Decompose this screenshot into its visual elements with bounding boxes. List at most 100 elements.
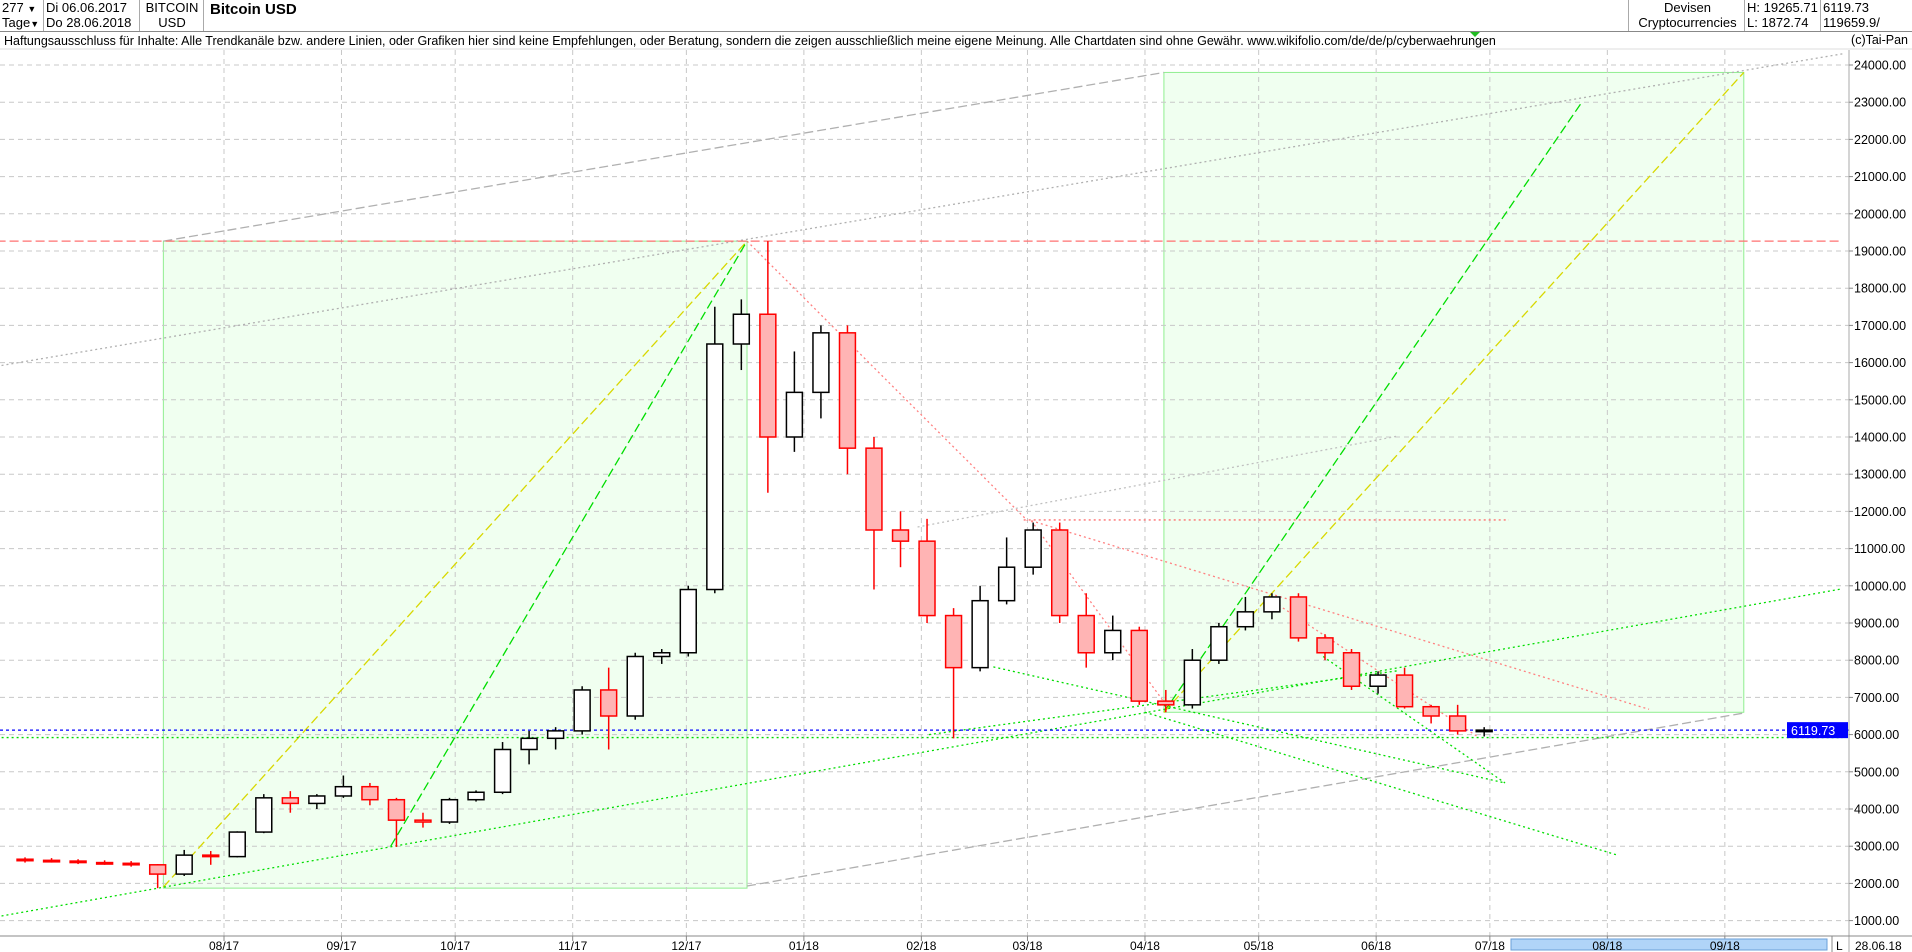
candle[interactable] <box>732 299 751 371</box>
candle[interactable] <box>944 608 963 739</box>
candle[interactable] <box>971 585 989 672</box>
candle[interactable] <box>95 860 114 865</box>
date-range[interactable]: Di 06.06.2017 Do 28.06.2018 <box>44 0 140 31</box>
candle[interactable] <box>706 306 724 594</box>
candle[interactable] <box>1395 667 1414 709</box>
candle-body <box>1475 729 1493 733</box>
candle[interactable] <box>467 790 485 802</box>
candle[interactable] <box>361 782 379 806</box>
candle[interactable] <box>1448 704 1467 735</box>
count-value: 277 <box>2 0 24 15</box>
candle[interactable] <box>69 859 87 865</box>
candle-body <box>653 652 671 658</box>
candle-body <box>1342 652 1361 687</box>
x-tick-label: 09/18 <box>1710 939 1740 952</box>
trend-line[interactable] <box>0 53 1843 367</box>
candle-body <box>1104 629 1122 654</box>
candle[interactable] <box>759 241 777 493</box>
trend-line[interactable] <box>1030 520 1169 708</box>
copyright-text: (c)Tai-Pan <box>1851 33 1908 47</box>
date-from[interactable]: Di 06.06.2017 <box>46 0 127 15</box>
candle[interactable] <box>1104 615 1122 661</box>
candle[interactable] <box>42 858 61 863</box>
trend-line[interactable] <box>917 435 1400 528</box>
high-value: H: 19265.71 <box>1747 0 1818 15</box>
candle[interactable] <box>414 812 432 828</box>
candle[interactable] <box>573 686 591 735</box>
trend-line[interactable] <box>928 669 1399 736</box>
candle[interactable] <box>812 325 830 419</box>
candle[interactable] <box>122 861 140 867</box>
candle[interactable] <box>1050 522 1069 623</box>
x-tick-label: 07/18 <box>1475 939 1505 952</box>
candle[interactable] <box>838 325 857 475</box>
date-to[interactable]: Do 28.06.2018 <box>46 15 132 30</box>
candle[interactable] <box>1342 649 1361 690</box>
candle[interactable] <box>626 652 644 720</box>
candle[interactable] <box>918 518 936 623</box>
candle-body <box>573 689 591 732</box>
scroll-mode-button[interactable]: L <box>1836 939 1843 952</box>
candle[interactable] <box>16 857 34 863</box>
candle[interactable] <box>148 864 167 889</box>
candle[interactable] <box>997 537 1016 605</box>
y-tick-label: 5000.00 <box>1854 765 1899 779</box>
chart-title: Bitcoin USD <box>210 1 297 18</box>
trend-line[interactable] <box>746 240 1028 522</box>
candle[interactable] <box>1077 593 1095 668</box>
candle-body <box>255 797 273 833</box>
y-tick-label: 24000.00 <box>1854 59 1906 73</box>
category-name: Devisen <box>1664 0 1711 15</box>
candle[interactable] <box>493 742 512 795</box>
candle[interactable] <box>1316 634 1334 661</box>
candle[interactable] <box>1475 727 1493 737</box>
candle[interactable] <box>228 831 246 858</box>
candle[interactable] <box>1210 623 1228 664</box>
candle[interactable] <box>1236 596 1255 631</box>
candle[interactable] <box>1157 689 1175 713</box>
interval-dropdown[interactable]: Tage▼ <box>2 15 39 30</box>
candle[interactable] <box>1263 593 1281 620</box>
trend-line[interactable] <box>390 240 748 847</box>
candle[interactable] <box>1422 704 1440 724</box>
scrollbar-thumb[interactable] <box>1510 938 1828 951</box>
candle[interactable] <box>1024 522 1042 575</box>
candle[interactable] <box>255 794 273 834</box>
candle[interactable] <box>546 727 565 750</box>
x-tick-label: 12/17 <box>671 939 701 952</box>
candle[interactable] <box>175 849 193 876</box>
candle[interactable] <box>1369 671 1387 694</box>
trend-line[interactable] <box>1144 711 1619 857</box>
candle[interactable] <box>785 351 804 452</box>
y-tick-label: 18000.00 <box>1854 282 1906 296</box>
candle[interactable] <box>599 667 618 750</box>
trend-line[interactable] <box>1163 103 1582 713</box>
candle[interactable] <box>334 775 353 798</box>
candle[interactable] <box>679 585 697 657</box>
candle-body <box>1422 705 1440 717</box>
candle[interactable] <box>308 794 326 809</box>
candle[interactable] <box>281 791 300 813</box>
candle[interactable] <box>1289 593 1308 642</box>
trend-line[interactable] <box>1265 596 1479 738</box>
trend-line[interactable] <box>1163 72 1745 713</box>
y-tick-label: 6000.00 <box>1854 728 1899 742</box>
candle[interactable] <box>653 649 671 664</box>
trend-line[interactable] <box>163 71 1165 242</box>
candle[interactable] <box>520 730 538 765</box>
count-dropdown[interactable]: 277 ▼ <box>2 0 36 15</box>
period-selector[interactable]: 277 ▼ Tage▼ <box>0 0 44 31</box>
candle[interactable] <box>1130 626 1148 705</box>
trend-line[interactable] <box>746 712 1744 887</box>
candle-body <box>493 748 512 794</box>
candle[interactable] <box>202 851 220 865</box>
candle[interactable] <box>865 437 883 590</box>
candle[interactable] <box>387 797 406 847</box>
candle[interactable] <box>1183 649 1202 709</box>
trend-line[interactable] <box>162 240 748 888</box>
candle[interactable] <box>891 511 910 568</box>
low-value: L: 1872.74 <box>1747 15 1809 30</box>
candle[interactable] <box>440 797 459 824</box>
volume-value: 119659.9/ <box>1823 15 1880 30</box>
